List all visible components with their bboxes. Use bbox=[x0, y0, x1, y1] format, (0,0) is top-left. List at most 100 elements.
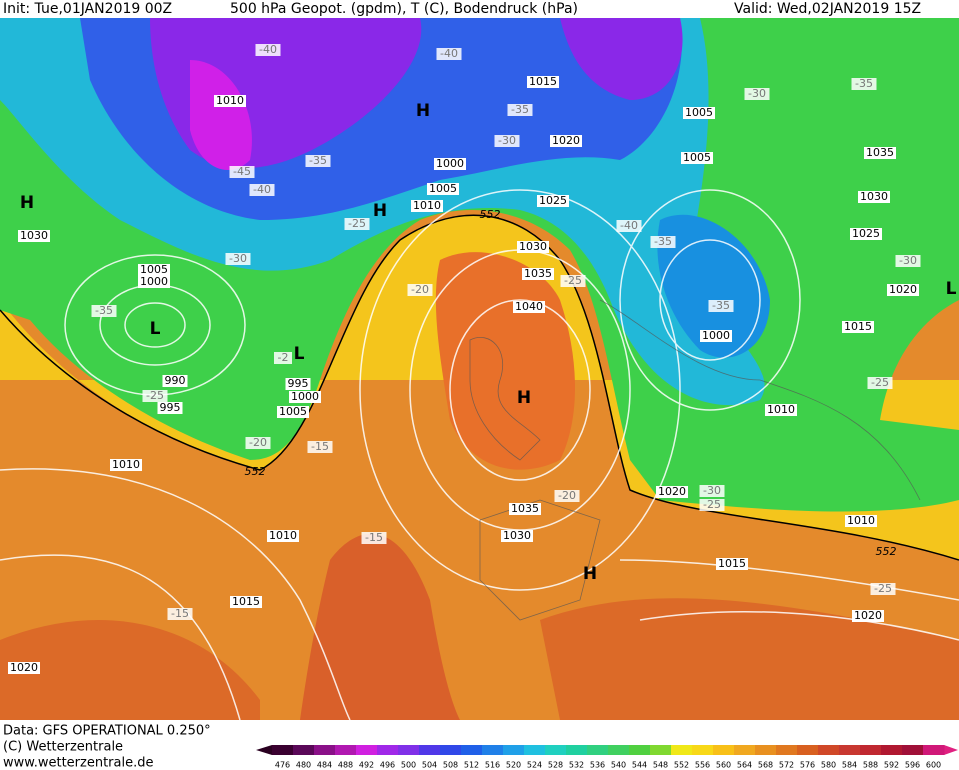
colorbar-label: 556 bbox=[695, 761, 710, 770]
label-box bbox=[708, 300, 734, 312]
isobar-label: 1015 bbox=[718, 557, 746, 570]
label-box bbox=[436, 48, 462, 60]
label-box bbox=[142, 390, 168, 402]
colorbar-label: 540 bbox=[611, 761, 626, 770]
pressure-center: H bbox=[583, 564, 597, 584]
contour-label: 552 bbox=[245, 465, 266, 478]
isobar-label: 1015 bbox=[529, 75, 557, 88]
colorbar-label: 520 bbox=[506, 761, 521, 770]
pressure-center: H bbox=[373, 201, 387, 221]
label-box bbox=[157, 402, 183, 414]
temperature-label: -35 bbox=[654, 235, 672, 248]
colorbar-swatch bbox=[335, 745, 357, 755]
colorbar-swatch bbox=[419, 745, 441, 755]
colorbar-swatch bbox=[923, 745, 945, 755]
isobar-label: 1020 bbox=[658, 485, 686, 498]
label-box bbox=[344, 218, 370, 230]
colorbar-swatch bbox=[356, 745, 378, 755]
colorbar-swatch bbox=[776, 745, 798, 755]
temperature-label: -25 bbox=[146, 389, 164, 402]
isobar-label: 1020 bbox=[889, 283, 917, 296]
temperature-label: -40 bbox=[259, 43, 277, 56]
temperature-label: -35 bbox=[855, 77, 873, 90]
label-box bbox=[864, 147, 896, 159]
label-box bbox=[509, 503, 541, 515]
temperature-label: -25 bbox=[564, 274, 582, 287]
label-box bbox=[851, 78, 877, 90]
isobar-label: 1005 bbox=[683, 151, 711, 164]
isobar-label: 1005 bbox=[279, 405, 307, 418]
label-box bbox=[501, 530, 533, 542]
label-box bbox=[699, 499, 725, 511]
colorbar-swatch bbox=[503, 745, 525, 755]
temperature-label: -30 bbox=[703, 484, 721, 497]
label-box bbox=[650, 236, 676, 248]
isobar-label: 1010 bbox=[847, 514, 875, 527]
colorbar-swatch bbox=[818, 745, 840, 755]
label-box bbox=[249, 184, 275, 196]
label-box bbox=[289, 391, 321, 403]
temperature-label: -30 bbox=[229, 252, 247, 265]
colorbar-swatch bbox=[587, 745, 609, 755]
temperature-label: -35 bbox=[95, 304, 113, 317]
colorbar-swatch bbox=[377, 745, 399, 755]
isobar-label: 1015 bbox=[232, 595, 260, 608]
temperature-label: -20 bbox=[558, 489, 576, 502]
label-box bbox=[305, 155, 331, 167]
map-title: 500 hPa Geopot. (gpdm), T (C), Bodendruc… bbox=[230, 1, 578, 17]
temperature-label: -15 bbox=[311, 440, 329, 453]
label-box bbox=[858, 191, 890, 203]
isobar-label: 1010 bbox=[112, 458, 140, 471]
label-box bbox=[699, 485, 725, 497]
label-box bbox=[214, 95, 246, 107]
colorbar-label: 568 bbox=[758, 761, 773, 770]
colorbar-label: 564 bbox=[737, 761, 752, 770]
isobar-label: 1010 bbox=[216, 94, 244, 107]
colorbar-swatch bbox=[797, 745, 819, 755]
copyright: (C) Wetterzentrale bbox=[3, 740, 123, 755]
isobar-label: 1035 bbox=[866, 146, 894, 159]
colorbar-label: 516 bbox=[485, 761, 500, 770]
label-box bbox=[255, 44, 281, 56]
colorbar-swatch bbox=[671, 745, 693, 755]
pressure-center: L bbox=[946, 279, 957, 299]
map-background bbox=[0, 18, 959, 721]
label-box bbox=[765, 404, 797, 416]
label-box bbox=[18, 230, 50, 242]
label-box bbox=[716, 558, 748, 570]
contour-label: 552 bbox=[876, 545, 897, 558]
isobar-label: 1035 bbox=[511, 502, 539, 515]
colorbar: 476 480 484 488 492 496 500 504 508 512 516 520 524 5… bbox=[256, 745, 958, 770]
temperature-label: -20 bbox=[249, 436, 267, 449]
colorbar-label: 504 bbox=[422, 761, 437, 770]
isobar-label: 1030 bbox=[860, 190, 888, 203]
valid-time: Valid: Wed,02JAN2019 15Z bbox=[734, 1, 921, 17]
isobar-label: 990 bbox=[165, 374, 186, 387]
colorbar-label: 480 bbox=[296, 761, 311, 770]
colorbar-swatch bbox=[398, 745, 420, 755]
label-box bbox=[537, 195, 569, 207]
colorbar-label: 512 bbox=[464, 761, 479, 770]
label-box bbox=[656, 486, 688, 498]
label-box bbox=[411, 200, 443, 212]
colorbar-swatch bbox=[482, 745, 504, 755]
website: www.wetterzentrale.de bbox=[3, 756, 153, 770]
label-box bbox=[744, 88, 770, 100]
temperature-label: -35 bbox=[712, 299, 730, 312]
label-box bbox=[683, 107, 715, 119]
colorbar-label: 524 bbox=[527, 761, 542, 770]
isobar-label: 1010 bbox=[413, 199, 441, 212]
colorbar-label: 596 bbox=[905, 761, 920, 770]
label-box bbox=[616, 220, 642, 232]
colorbar-label: 492 bbox=[359, 761, 374, 770]
label-box bbox=[527, 76, 559, 88]
temperature-label: -35 bbox=[309, 154, 327, 167]
colorbar-label: 536 bbox=[590, 761, 605, 770]
label-box bbox=[267, 530, 299, 542]
label-box bbox=[554, 490, 580, 502]
temperature-label: -40 bbox=[440, 47, 458, 60]
label-box bbox=[277, 406, 309, 418]
label-box bbox=[513, 301, 545, 313]
colorbar-label: 600 bbox=[926, 761, 941, 770]
